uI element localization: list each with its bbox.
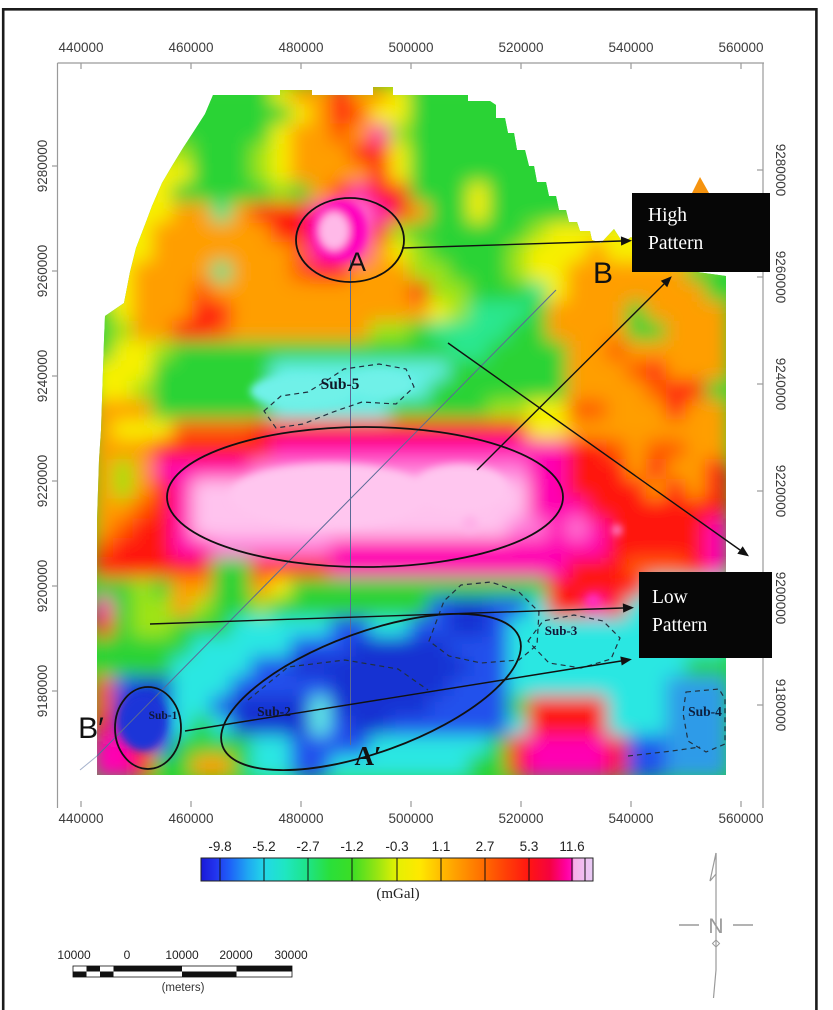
svg-text:10000: 10000 — [165, 948, 199, 962]
svg-text:High: High — [648, 205, 687, 226]
svg-text:9200000: 9200000 — [773, 572, 788, 625]
svg-text:1.1: 1.1 — [432, 839, 451, 854]
svg-text:Pattern: Pattern — [652, 615, 707, 636]
svg-text:520000: 520000 — [498, 40, 543, 55]
svg-text:A′: A′ — [354, 741, 381, 771]
svg-text:540000: 540000 — [608, 40, 653, 55]
svg-text:460000: 460000 — [168, 40, 213, 55]
svg-text:9180000: 9180000 — [35, 665, 50, 718]
svg-text:9220000: 9220000 — [35, 455, 50, 508]
svg-text:560000: 560000 — [718, 40, 763, 55]
svg-text:-9.8: -9.8 — [208, 839, 231, 854]
svg-text:9260000: 9260000 — [35, 245, 50, 298]
svg-text:9260000: 9260000 — [773, 251, 788, 304]
svg-text:20000: 20000 — [219, 948, 253, 962]
svg-text:480000: 480000 — [278, 811, 323, 826]
svg-text:Sub-5: Sub-5 — [321, 376, 360, 393]
svg-text:560000: 560000 — [718, 811, 763, 826]
svg-text:460000: 460000 — [168, 811, 213, 826]
svg-text:440000: 440000 — [58, 40, 103, 55]
svg-text:520000: 520000 — [498, 811, 543, 826]
svg-text:540000: 540000 — [608, 811, 653, 826]
svg-text:9240000: 9240000 — [773, 358, 788, 411]
svg-text:Pattern: Pattern — [648, 233, 703, 254]
svg-text:5.3: 5.3 — [520, 839, 539, 854]
svg-text:9280000: 9280000 — [773, 144, 788, 197]
svg-text:Low: Low — [652, 587, 688, 608]
svg-text:2.7: 2.7 — [476, 839, 495, 854]
svg-text:11.6: 11.6 — [559, 839, 584, 854]
svg-text:500000: 500000 — [388, 811, 433, 826]
svg-text:Sub-1: Sub-1 — [149, 710, 178, 722]
svg-text:B: B — [593, 257, 613, 290]
svg-text:N: N — [708, 915, 723, 938]
svg-text:-5.2: -5.2 — [252, 839, 275, 854]
svg-text:(meters): (meters) — [162, 982, 205, 994]
svg-text:A: A — [348, 247, 366, 277]
svg-text:30000: 30000 — [274, 948, 308, 962]
svg-text:-2.7: -2.7 — [296, 839, 319, 854]
svg-text:Sub-2: Sub-2 — [257, 704, 291, 719]
svg-text:9180000: 9180000 — [773, 679, 788, 732]
svg-text:9280000: 9280000 — [35, 140, 50, 193]
svg-text:9220000: 9220000 — [773, 465, 788, 518]
svg-text:440000: 440000 — [58, 811, 103, 826]
svg-text:Sub-3: Sub-3 — [545, 623, 578, 638]
svg-text:10000: 10000 — [57, 948, 91, 962]
svg-text:Sub-4: Sub-4 — [688, 704, 722, 719]
svg-text:480000: 480000 — [278, 40, 323, 55]
svg-text:0: 0 — [124, 948, 131, 962]
svg-text:9240000: 9240000 — [35, 350, 50, 403]
svg-text:500000: 500000 — [388, 40, 433, 55]
svg-text:B′: B′ — [78, 712, 104, 745]
svg-text:(mGal): (mGal) — [376, 886, 419, 902]
svg-text:-1.2: -1.2 — [340, 839, 363, 854]
svg-text:9200000: 9200000 — [35, 560, 50, 613]
svg-text:-0.3: -0.3 — [385, 839, 408, 854]
